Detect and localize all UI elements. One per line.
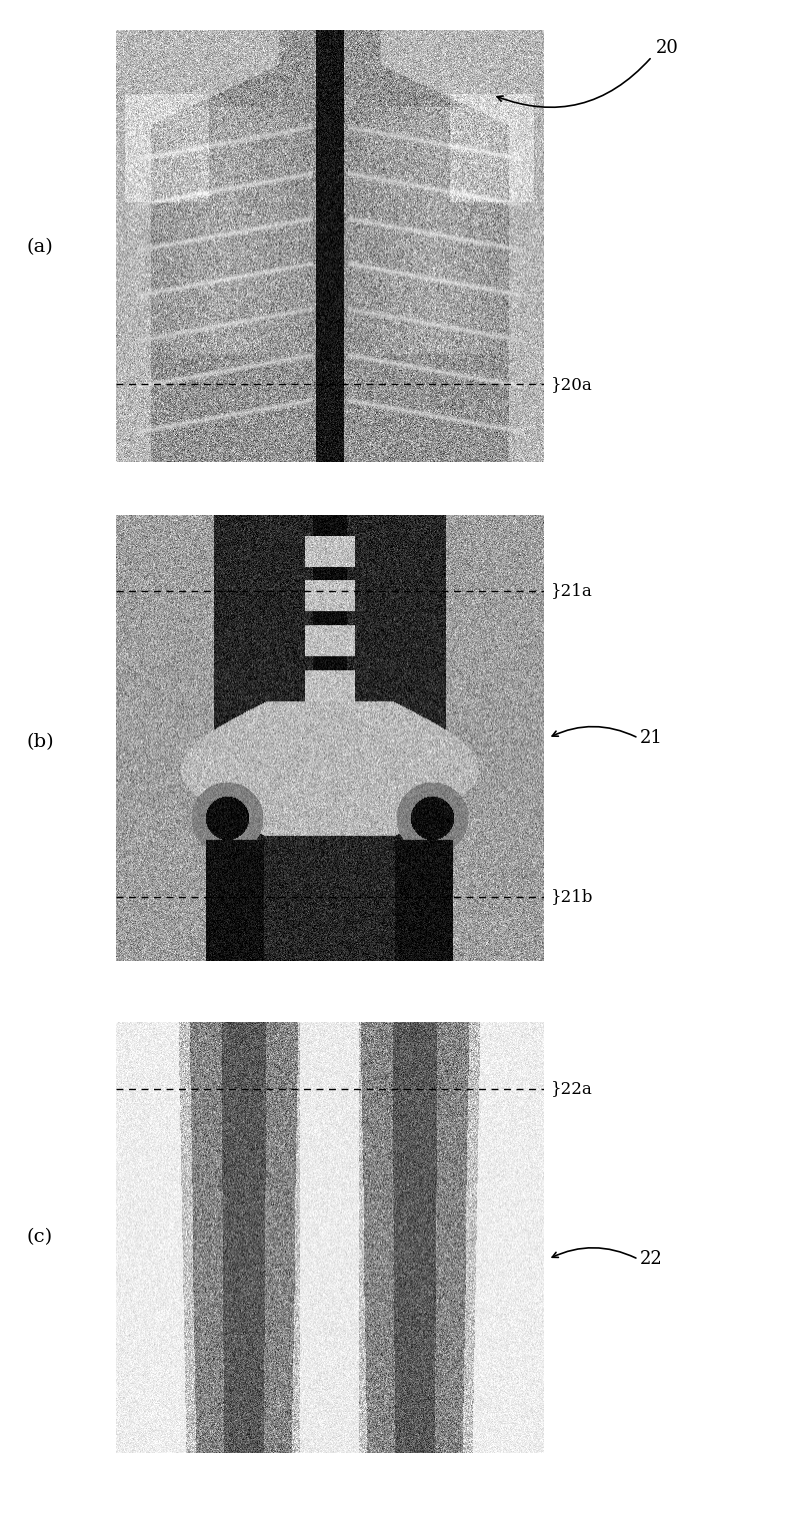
Text: }21a: }21a <box>550 583 592 600</box>
Text: (a): (a) <box>26 238 54 256</box>
Text: (b): (b) <box>26 733 54 751</box>
Text: (c): (c) <box>27 1228 53 1246</box>
Text: }20a: }20a <box>550 375 592 392</box>
Text: }21b: }21b <box>550 889 593 905</box>
Text: 22: 22 <box>640 1251 662 1269</box>
Text: }22a: }22a <box>550 1081 592 1098</box>
Text: 20: 20 <box>656 38 679 56</box>
Text: 21: 21 <box>640 730 663 746</box>
